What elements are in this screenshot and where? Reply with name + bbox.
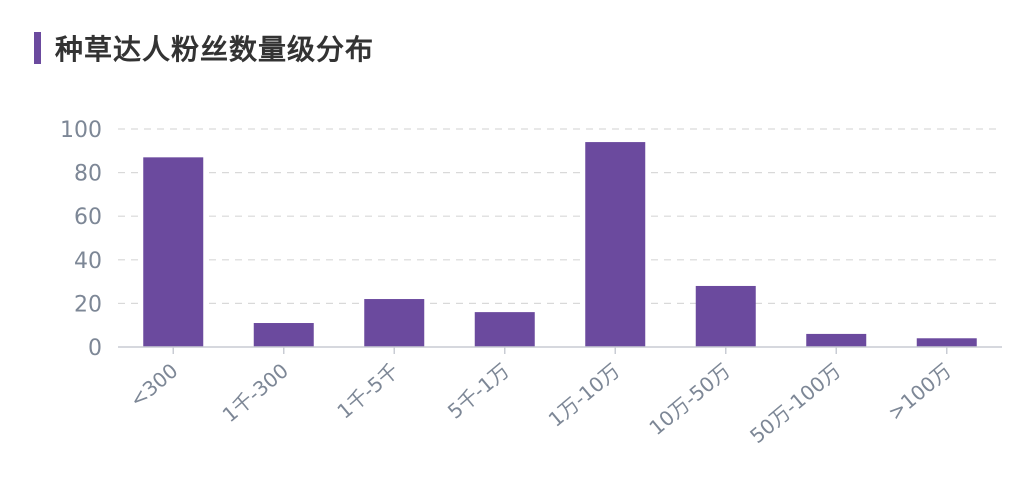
chart-title: 种草达人粉丝数量级分布 (55, 33, 375, 66)
bar (806, 333, 867, 347)
x-tick-label: 1千-5千 (332, 358, 403, 423)
bar (585, 142, 646, 347)
x-tick-label: 50万-100万 (745, 358, 845, 448)
title-accent-bar (34, 32, 41, 64)
gridlines (118, 128, 1002, 304)
x-tick-label: 10万-50万 (644, 358, 735, 439)
x-tick-label: 5千-1万 (443, 358, 514, 423)
bar (364, 299, 425, 347)
bar (695, 285, 756, 347)
bar (143, 157, 204, 347)
title-row: 种草达人粉丝数量级分布 (34, 30, 374, 66)
x-axis (118, 346, 1002, 354)
x-tick-label: >100万 (883, 358, 956, 425)
bar (916, 338, 977, 347)
x-tick-label: 1万-10万 (544, 358, 625, 431)
y-tick-label: 60 (74, 205, 102, 230)
y-tick-label: 80 (74, 162, 102, 187)
y-tick-label: 20 (74, 292, 102, 317)
y-tick-label: 40 (74, 249, 102, 274)
y-axis-ticks: 0 20 40 60 80 100 (60, 118, 102, 361)
y-tick-label: 100 (60, 118, 102, 143)
bar (253, 323, 314, 347)
x-axis-ticks: <300 1千-300 1千-5千 5千-1万 1万-10万 10万-50万 50万-100… (125, 358, 956, 448)
bar (474, 312, 535, 347)
x-tick-label: <300 (125, 358, 183, 412)
y-tick-label: 0 (88, 336, 102, 361)
x-tick-label: 1千-300 (218, 358, 293, 427)
bars (143, 142, 977, 347)
